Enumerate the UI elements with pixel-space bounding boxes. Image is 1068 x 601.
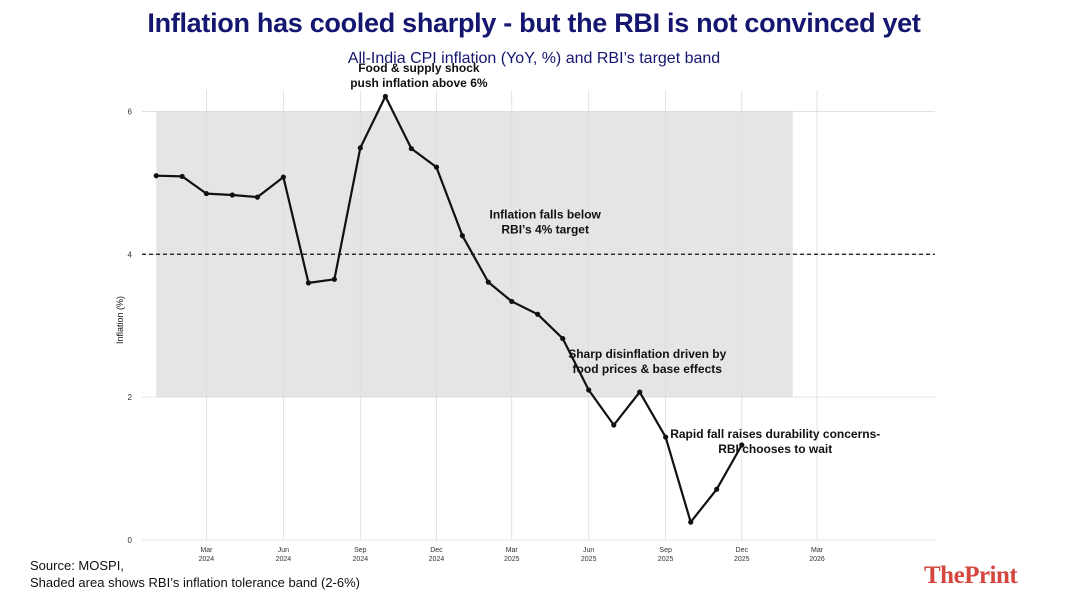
x-tick-label-line: Dec	[430, 547, 443, 554]
x-tick-label: Jun 2024	[276, 547, 292, 563]
cpi-data-point	[459, 233, 465, 239]
cpi-data-point	[739, 442, 745, 448]
annotation-text: Food & supply shock push inflation above …	[350, 61, 488, 90]
x-tick-label-line: 2024	[353, 556, 369, 563]
chart-title: Inflation has cooled sharply - but the R…	[147, 8, 921, 38]
source-note: Source: MOSPI, Shaded area shows RBI’s i…	[30, 557, 360, 591]
cpi-data-point	[305, 280, 312, 286]
x-tick-label-line: Mar	[506, 547, 519, 554]
cpi-data-point	[560, 335, 566, 342]
x-tick-label-line: Sep	[659, 547, 672, 554]
x-tick-label-line: 2024	[276, 556, 292, 563]
x-tick-label-line: 2025	[581, 556, 597, 563]
cpi-data-point	[280, 174, 286, 180]
x-tick-label: Mar 2025	[504, 547, 520, 563]
y-tick-label: 6	[128, 107, 133, 116]
cpi-data-point	[688, 519, 694, 525]
chart-subtitle: All-India CPI inflation (YoY, %) and RBI…	[347, 50, 721, 67]
cpi-data-point	[408, 145, 414, 152]
x-tick-label: Jun 2025	[581, 547, 597, 563]
y-tick-label: 2	[128, 393, 133, 402]
x-tick-label: Sep 2025	[658, 547, 674, 563]
cpi-data-point	[714, 486, 720, 492]
x-tick-label-line: 2025	[504, 556, 520, 563]
cpi-data-point	[509, 298, 515, 305]
annotation-text: Rapid fall raises durability concerns-RB…	[670, 427, 880, 456]
x-tick-label: Dec 2024	[429, 547, 445, 563]
x-tick-label-line: Mar	[811, 547, 824, 554]
x-tick-label-line: Dec	[736, 547, 749, 554]
x-tick-label-line: Jun	[583, 547, 594, 554]
cpi-data-point	[637, 389, 643, 395]
cpi-data-point	[663, 434, 669, 440]
annotation-line: Sharp disinflation driven by	[568, 347, 726, 361]
cpi-data-point	[382, 93, 389, 100]
x-tick-label-line: Jun	[278, 547, 289, 554]
x-tick-label-line: Sep	[354, 547, 367, 554]
annotation-line: RBI’s 4% target	[501, 223, 589, 237]
cpi-data-point	[357, 145, 363, 151]
x-tick-label-line: 2025	[658, 556, 674, 563]
cpi-data-point	[586, 387, 592, 393]
cpi-data-point	[229, 192, 235, 198]
cpi-data-point	[203, 190, 210, 197]
cpi-data-point	[179, 173, 185, 180]
source-line: Source: MOSPI,	[30, 558, 124, 573]
cpi-data-point	[331, 276, 337, 282]
cpi-data-point	[485, 279, 491, 285]
cpi-data-point	[254, 194, 261, 200]
annotation-line: Food & supply shock	[358, 61, 480, 75]
x-tick-label-line: Mar	[200, 547, 213, 554]
x-tick-label: Mar 2024	[199, 547, 215, 563]
cpi-series-line	[156, 95, 743, 524]
x-tick-label-line: 2026	[809, 556, 825, 563]
cpi-data-point	[153, 173, 159, 179]
x-tick-label-line: 2024	[429, 556, 445, 563]
cpi-data-point	[611, 422, 617, 428]
annotation-line: food prices & base effects	[573, 362, 723, 376]
band-note-line: Shaded area shows RBI’s inflation tolera…	[30, 575, 361, 590]
theprint-logo: ThePrint	[924, 562, 1018, 590]
annotation-text: Inflation falls below RBI’s 4% target	[490, 208, 602, 237]
x-tick-label: Sep 2024	[353, 547, 369, 563]
x-tick-label: Mar 2026	[809, 547, 825, 563]
x-tick-label: Dec 2025	[734, 547, 750, 563]
y-tick-label: 4	[128, 250, 133, 259]
annotation-line: Rapid fall raises durability concerns-	[670, 427, 880, 441]
cpi-data-point	[433, 164, 440, 170]
logo-text-print: Print	[964, 562, 1018, 589]
y-axis-label: Inflation (%)	[115, 296, 125, 344]
y-tick-label: 0	[128, 536, 133, 545]
cpi-data-point	[535, 311, 541, 317]
logo-text-the: The	[924, 562, 965, 589]
annotation-line: RBI chooses to wait	[718, 442, 832, 456]
annotation-line: Inflation falls below	[490, 208, 602, 222]
x-tick-label-line: 2024	[199, 556, 215, 563]
x-tick-label-line: 2025	[734, 556, 750, 563]
annotation-text: Sharp disinflation driven by food prices …	[568, 347, 726, 376]
annotation-line: push inflation above 6%	[350, 76, 488, 90]
